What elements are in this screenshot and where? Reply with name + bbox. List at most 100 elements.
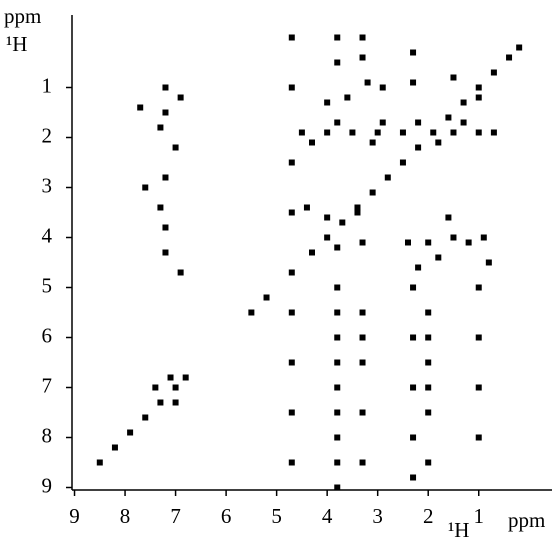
- peak: [410, 284, 417, 291]
- peak: [288, 34, 295, 41]
- peak: [450, 234, 457, 241]
- peak: [334, 359, 341, 366]
- peak: [399, 159, 406, 166]
- peak: [490, 129, 497, 136]
- peak: [364, 79, 371, 86]
- peak: [334, 434, 341, 441]
- peak: [425, 459, 432, 466]
- peak: [334, 59, 341, 66]
- x-tick-label: 9: [69, 504, 80, 528]
- peak: [172, 144, 179, 151]
- peak: [177, 94, 184, 101]
- peak: [359, 334, 366, 341]
- peak: [475, 284, 482, 291]
- peak: [415, 144, 422, 151]
- peak: [425, 384, 432, 391]
- peak: [369, 139, 376, 146]
- peak: [182, 374, 189, 381]
- peak: [425, 409, 432, 416]
- peak: [354, 204, 361, 211]
- peak: [475, 129, 482, 136]
- peak: [334, 384, 341, 391]
- peak: [142, 184, 149, 191]
- peak: [334, 334, 341, 341]
- peak: [379, 84, 386, 91]
- peak: [445, 214, 452, 221]
- peak: [349, 129, 356, 136]
- peak: [480, 234, 487, 241]
- peak: [384, 174, 391, 181]
- peak: [324, 234, 331, 241]
- peak: [334, 119, 341, 126]
- peak: [430, 129, 437, 136]
- peak: [334, 309, 341, 316]
- peak: [460, 99, 467, 106]
- peak: [374, 129, 381, 136]
- y-tick-label: 4: [42, 223, 53, 247]
- peak: [152, 384, 159, 391]
- y-axis-label: ppm: [4, 4, 41, 28]
- peak: [288, 159, 295, 166]
- x-axis-nucleus: ¹H: [448, 518, 469, 542]
- peak: [435, 254, 442, 261]
- peak: [324, 99, 331, 106]
- peak: [359, 34, 366, 41]
- peak: [359, 359, 366, 366]
- x-tick-label: 1: [473, 504, 484, 528]
- peak: [157, 204, 164, 211]
- y-tick-label: 1: [42, 73, 53, 97]
- peak: [334, 284, 341, 291]
- peak: [415, 119, 422, 126]
- peak: [142, 414, 149, 421]
- peak: [410, 384, 417, 391]
- peak: [475, 84, 482, 91]
- peak: [127, 429, 134, 436]
- peak: [379, 119, 386, 126]
- peak: [354, 209, 361, 216]
- peak: [162, 174, 169, 181]
- peak: [288, 459, 295, 466]
- peak: [339, 219, 346, 226]
- peak: [425, 309, 432, 316]
- peak: [334, 244, 341, 251]
- y-axis-nucleus: ¹H: [6, 32, 27, 56]
- peak: [425, 334, 432, 341]
- peak: [288, 309, 295, 316]
- x-axis-label: ppm: [508, 508, 545, 532]
- peak: [399, 129, 406, 136]
- peak: [435, 139, 442, 146]
- peak: [177, 269, 184, 276]
- y-tick-label: 8: [42, 423, 53, 447]
- peak: [485, 259, 492, 266]
- peak: [475, 384, 482, 391]
- peak: [475, 434, 482, 441]
- peak: [288, 359, 295, 366]
- peak: [334, 459, 341, 466]
- peak: [324, 129, 331, 136]
- peak: [137, 104, 144, 111]
- peak: [460, 119, 467, 126]
- peak: [162, 249, 169, 256]
- peak: [334, 34, 341, 41]
- peak: [303, 204, 310, 211]
- peak: [167, 374, 174, 381]
- peak: [450, 129, 457, 136]
- peak: [288, 84, 295, 91]
- peak: [172, 384, 179, 391]
- x-tick-label: 6: [221, 504, 232, 528]
- peak: [410, 434, 417, 441]
- peak: [410, 49, 417, 56]
- peak: [263, 294, 270, 301]
- peak: [248, 309, 255, 316]
- y-tick-label: 5: [42, 273, 53, 297]
- peak: [344, 94, 351, 101]
- x-tick-label: 4: [322, 504, 333, 528]
- peak: [465, 239, 472, 246]
- x-tick-label: 7: [170, 504, 181, 528]
- peak: [405, 239, 411, 246]
- peak: [475, 94, 482, 101]
- peak: [162, 109, 169, 116]
- y-tick-label: 9: [42, 473, 53, 497]
